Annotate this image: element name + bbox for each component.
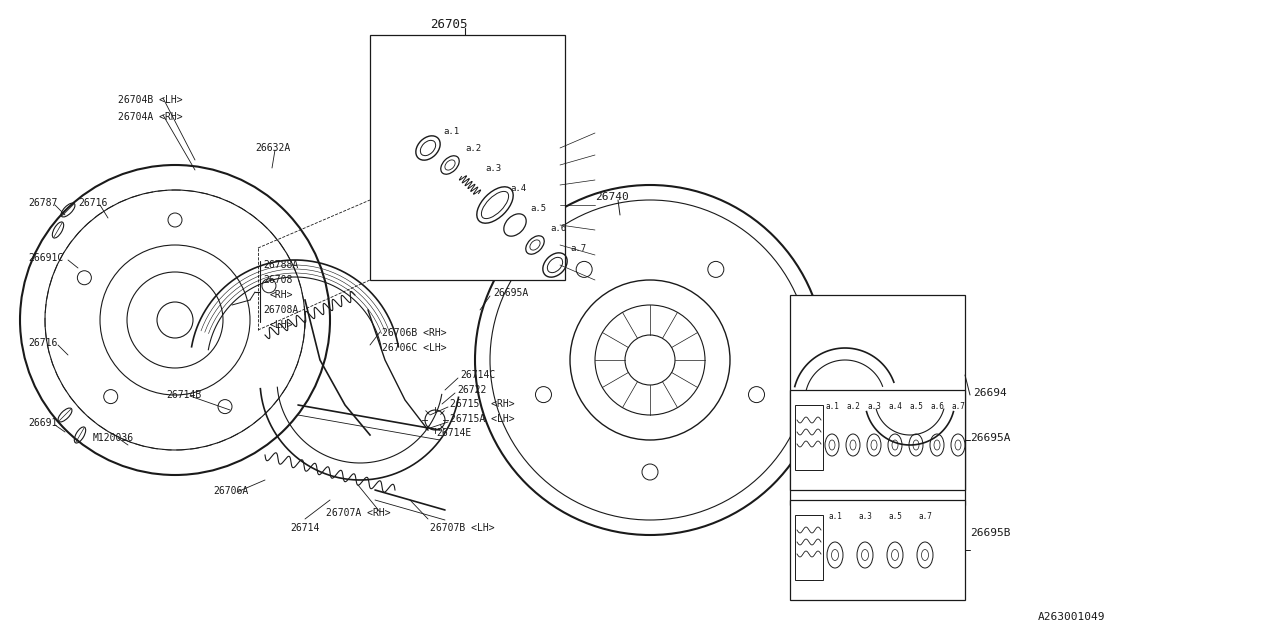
- Text: 26714B: 26714B: [166, 390, 201, 400]
- Text: 26691C: 26691C: [28, 253, 63, 263]
- Text: 26716: 26716: [78, 198, 108, 208]
- Text: a.1: a.1: [826, 402, 838, 411]
- Bar: [795, 405, 823, 470]
- Text: a.1: a.1: [443, 127, 460, 136]
- Text: 26714E: 26714E: [436, 428, 471, 438]
- Text: 26632A: 26632A: [255, 143, 291, 153]
- Text: a.4: a.4: [509, 184, 526, 193]
- Text: 26715  <RH>: 26715 <RH>: [451, 399, 515, 409]
- Text: a.4: a.4: [888, 402, 902, 411]
- Text: a.3: a.3: [858, 512, 872, 521]
- Bar: [790, 295, 965, 505]
- Text: 26716: 26716: [28, 338, 58, 348]
- Text: 26708: 26708: [262, 275, 292, 285]
- Text: 26722: 26722: [457, 385, 486, 395]
- Text: a.7: a.7: [918, 512, 932, 521]
- Text: 26707A <RH>: 26707A <RH>: [326, 508, 390, 518]
- Text: a.2: a.2: [846, 402, 860, 411]
- Text: 26715A <LH>: 26715A <LH>: [451, 414, 515, 424]
- Text: 26707B <LH>: 26707B <LH>: [430, 523, 494, 533]
- Text: 26787: 26787: [28, 198, 58, 208]
- Text: a.3: a.3: [867, 402, 881, 411]
- Text: 26714C: 26714C: [460, 370, 495, 380]
- Text: 26704B <LH>: 26704B <LH>: [118, 95, 183, 105]
- Bar: [790, 390, 965, 490]
- Bar: [790, 500, 965, 600]
- Text: 26695A: 26695A: [970, 433, 1010, 443]
- Text: 26706B <RH>: 26706B <RH>: [381, 328, 447, 338]
- Text: A263001049: A263001049: [1038, 612, 1105, 622]
- Text: <RH>: <RH>: [270, 290, 293, 300]
- Text: a.2: a.2: [465, 144, 481, 153]
- Text: 26695B: 26695B: [970, 528, 1010, 538]
- Text: a.5: a.5: [909, 402, 923, 411]
- Text: 26694: 26694: [973, 388, 1007, 398]
- Bar: [795, 515, 823, 580]
- Text: 26695A: 26695A: [493, 288, 529, 298]
- Text: 26740: 26740: [595, 192, 628, 202]
- Text: a.5: a.5: [530, 204, 547, 213]
- Text: M120036: M120036: [93, 433, 134, 443]
- Text: 26691: 26691: [28, 418, 58, 428]
- Text: 26705: 26705: [430, 18, 467, 31]
- Text: 26706A: 26706A: [212, 486, 248, 496]
- Text: a.5: a.5: [888, 512, 902, 521]
- Text: a.7: a.7: [951, 402, 965, 411]
- Text: a.6: a.6: [931, 402, 943, 411]
- Text: 26704A <RH>: 26704A <RH>: [118, 112, 183, 122]
- Text: 26788A: 26788A: [262, 260, 298, 270]
- Text: 26708A: 26708A: [262, 305, 298, 315]
- Text: a.6: a.6: [550, 224, 566, 233]
- Text: <LH>: <LH>: [270, 320, 293, 330]
- Text: 26714: 26714: [291, 523, 320, 533]
- Text: a.1: a.1: [828, 512, 842, 521]
- Text: 26706C <LH>: 26706C <LH>: [381, 343, 447, 353]
- Text: a.3: a.3: [485, 164, 502, 173]
- Bar: [370, 35, 564, 280]
- Text: a.7: a.7: [570, 244, 586, 253]
